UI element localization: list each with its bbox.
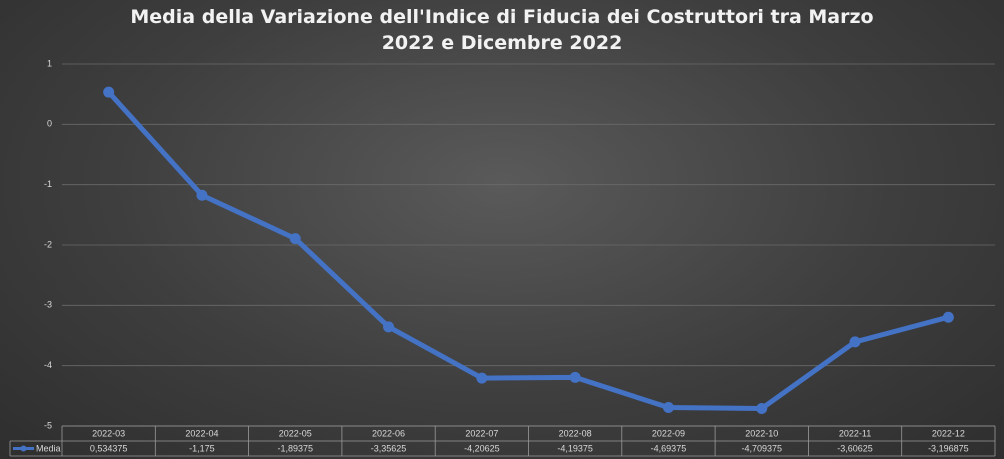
table-value: -1,89375 [277,443,313,453]
y-tick-label: 1 [47,58,52,68]
x-tick-label: 2022-06 [372,428,405,438]
y-tick-label: -5 [44,420,52,430]
marker [942,311,954,323]
marker [476,372,488,384]
table-value: -4,709375 [741,443,782,453]
line [106,90,949,411]
table-value: -4,19375 [557,443,593,453]
x-tick-label: 2022-04 [185,428,218,438]
x-tick-label: 2022-07 [465,428,498,438]
x-tick-label: 2022-12 [932,428,965,438]
table-value: -3,196875 [928,443,969,453]
marker [849,336,861,348]
y-tick-label: -4 [44,360,52,370]
x-tick-label: 2022-11 [839,428,871,438]
marker [383,321,395,333]
marker [569,371,581,383]
y-tick-label: -1 [44,179,52,189]
marker [756,402,768,414]
table-value: -1,175 [189,443,215,453]
x-tick-label: 2022-08 [559,428,592,438]
marker [662,402,674,414]
table-value: -4,20625 [464,443,500,453]
marker [289,233,301,245]
table-value: -4,69375 [651,443,687,453]
y-tick-label: -3 [44,300,52,310]
legend-marker [20,445,27,452]
table-value: -3,60625 [837,443,873,453]
chart-title: Media della Variazione dell'Indice di Fi… [130,6,874,54]
table-value: -3,35625 [371,443,407,453]
x-tick-label: 2022-05 [279,428,312,438]
table-value: 0,534375 [90,443,128,453]
x-tick-label: 2022-10 [745,428,778,438]
legend-label: Media [36,443,61,453]
y-tick-label: -2 [44,239,52,249]
x-tick-label: 2022-09 [652,428,685,438]
y-tick-label: 0 [47,119,52,129]
marker [196,189,208,201]
x-tick-label: 2022-03 [92,428,125,438]
marker [103,86,115,98]
